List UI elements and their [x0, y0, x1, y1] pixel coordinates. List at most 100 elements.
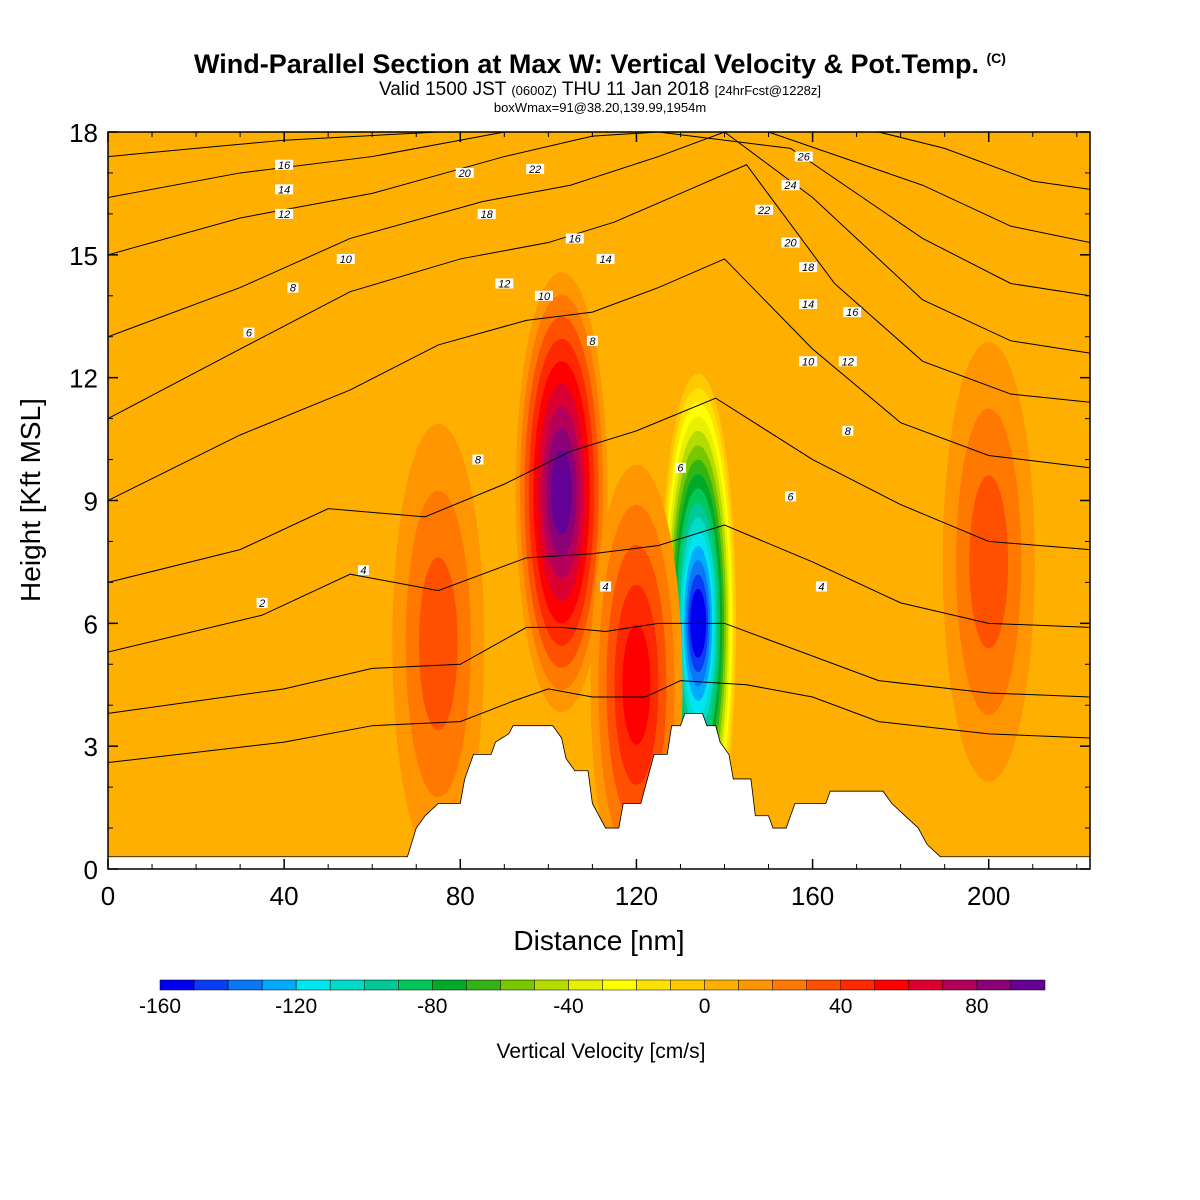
colorbar-swatch-14 — [636, 979, 671, 991]
contour-label-7: 22 — [528, 164, 541, 176]
colorbar-swatch-1 — [193, 979, 229, 991]
contour-label-bg — [838, 356, 857, 367]
chart-subtitle: Valid 1500 JST (0600Z) THU 11 Jan 2018 [… — [0, 80, 1200, 101]
contour-label-9: 16 — [569, 233, 582, 245]
w-feature-0 — [515, 272, 608, 713]
x-tick-label: 0 — [101, 881, 115, 911]
theta-contour-3 — [108, 397, 1090, 583]
colorbar-swatch-3 — [261, 979, 297, 991]
x-tick-label: 120 — [615, 881, 658, 911]
contour-label-bg — [843, 307, 862, 318]
contour-label-bg — [526, 163, 545, 174]
contour-label-16: 4 — [360, 565, 366, 577]
y-axis-label: Height [Kft MSL] — [15, 398, 46, 602]
contour-label-2: 12 — [278, 209, 290, 221]
x-tick-label: 160 — [791, 881, 834, 911]
terrain-shape — [108, 713, 1090, 869]
contour-label-bg — [596, 253, 615, 264]
contour-label-bg — [472, 454, 484, 465]
contour-label-11: 12 — [498, 278, 510, 290]
contour-label-bg — [477, 208, 496, 219]
contour-label-bg — [495, 278, 514, 289]
contour-label-10: 14 — [599, 254, 611, 266]
axes: 0 40 80 120 160 200 0 3 6 9 12 15 18 — [69, 118, 1090, 911]
contour-label-5: 6 — [246, 328, 253, 340]
contour-label-bg — [600, 581, 612, 592]
contour-label-4: 8 — [290, 283, 297, 295]
utc-time: (0600Z) — [511, 83, 557, 98]
vertical-velocity-field — [108, 132, 1090, 869]
colorbar-swatch-19 — [806, 979, 842, 991]
colorbar-swatch-7 — [398, 979, 433, 991]
contour-label-23: 18 — [802, 262, 815, 274]
contour-label-bg — [336, 253, 355, 264]
colorbar-swatch-13 — [602, 979, 637, 991]
x-axis-label: Distance [nm] — [513, 925, 684, 956]
contour-label-bg — [842, 425, 854, 436]
contour-label-6: 20 — [458, 168, 472, 180]
colorbar-swatch-5 — [329, 979, 365, 991]
x-tick-label: 200 — [967, 881, 1010, 911]
colorbar-swatch-12 — [568, 979, 603, 991]
contour-label-15: 6 — [677, 463, 684, 475]
contour-label-20: 24 — [783, 180, 796, 192]
contour-label-0: 16 — [278, 160, 291, 172]
colorbar-swatch-8 — [432, 979, 467, 991]
contour-label-17: 2 — [258, 598, 265, 610]
colorbar-swatch-22 — [908, 979, 944, 991]
forecast-info: [24hrFcst@1228z] — [714, 83, 822, 98]
contour-label-bg — [674, 462, 686, 473]
chart-title: Wind-Parallel Section at Max W: Vertical… — [0, 42, 1200, 80]
colorbar-swatch-24 — [976, 979, 1012, 991]
theta-contour-5 — [108, 164, 1090, 420]
chart-title-text: Wind-Parallel Section at Max W: Vertical… — [194, 49, 979, 79]
colorbar-tick-label: -40 — [553, 995, 583, 1018]
title-block: Wind-Parallel Section at Max W: Vertical… — [0, 42, 1200, 115]
y-tick-label: 9 — [84, 487, 98, 517]
contour-label-25: 16 — [846, 307, 859, 319]
contour-label-19: 26 — [797, 152, 811, 164]
y-tick-label: 15 — [69, 241, 98, 271]
contour-label-8: 18 — [481, 209, 494, 221]
contour-label-1: 14 — [278, 184, 290, 196]
colorbar-tick-label: 0 — [699, 995, 711, 1018]
colorbar-swatch-10 — [500, 979, 535, 991]
y-tick-label: 12 — [69, 364, 98, 394]
colorbar-swatch-21 — [874, 979, 910, 991]
contour-label-bg — [455, 167, 474, 178]
x-tick-label: 80 — [446, 881, 475, 911]
theta-contour-7 — [108, 132, 1090, 297]
contour-label-26: 10 — [802, 356, 815, 368]
contour-label-12: 10 — [538, 291, 551, 303]
w-level — [969, 475, 1009, 649]
colorbar-swatch-15 — [670, 979, 705, 991]
contour-label-bg — [275, 159, 294, 170]
contour-label-22: 20 — [783, 238, 797, 250]
x-tick-label: 40 — [270, 881, 299, 911]
y-tick-label: 3 — [84, 732, 98, 762]
y-tick-label: 18 — [69, 118, 98, 148]
contour-label-bg — [256, 597, 268, 608]
contour-label-bg — [275, 208, 294, 219]
contour-label-24: 14 — [802, 299, 814, 311]
terrain-mask — [108, 713, 1090, 869]
w-level — [418, 557, 458, 731]
colorbar: -160 -120 -80 -40 0 40 80 — [139, 979, 1046, 1018]
contour-label-30: 4 — [818, 581, 824, 593]
colorbar-swatch-23 — [942, 979, 978, 991]
contour-label-14: 8 — [475, 455, 482, 467]
contour-label-bg — [357, 565, 369, 576]
contour-label-bg — [275, 184, 294, 195]
contour-label-27: 12 — [842, 356, 854, 368]
colorbar-swatch-20 — [840, 979, 876, 991]
contour-label-bg — [794, 151, 813, 162]
contour-label-bg — [565, 233, 584, 244]
contour-label-bg — [799, 356, 818, 367]
colorbar-swatch-11 — [534, 979, 569, 991]
w-feature-4 — [942, 341, 1035, 782]
theta-contour-0 — [108, 680, 1090, 764]
contour-label-bg — [287, 282, 299, 293]
contour-label-21: 22 — [757, 205, 770, 217]
